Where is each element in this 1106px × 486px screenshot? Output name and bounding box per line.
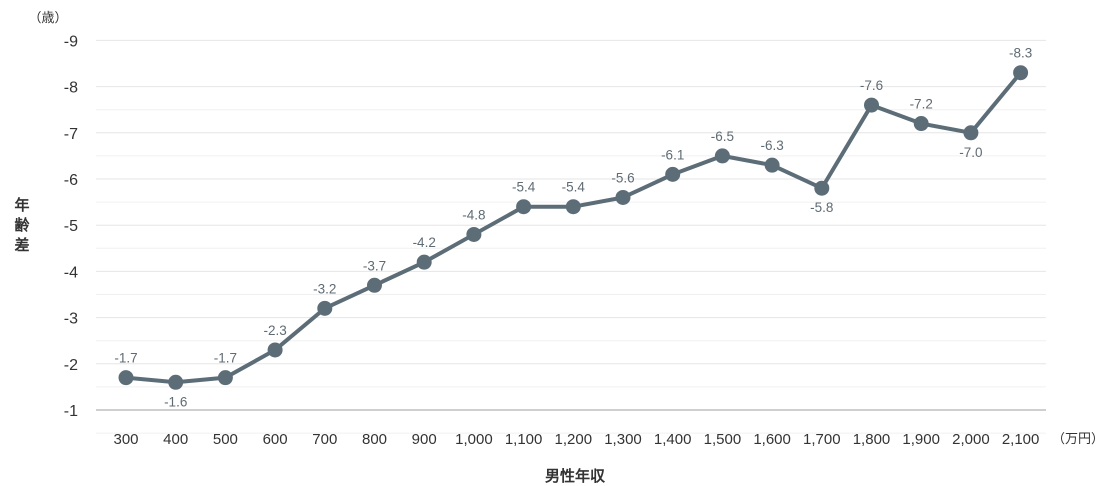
y-axis-title: 年齢差 [14, 196, 30, 254]
x-tick-label: 700 [312, 431, 337, 448]
data-labels: -1.7 -1.6 -1.7 -2.3 -3.2 -3.7 -4.2 -4.8 -5.4 -5.4… [114, 46, 1032, 410]
x-tick-label: 400 [163, 431, 188, 448]
data-label: -1.6 [164, 394, 187, 409]
data-label: -5.4 [562, 180, 586, 195]
data-point [864, 97, 879, 113]
data-point [317, 300, 333, 316]
data-point [963, 125, 979, 141]
data-point [118, 370, 134, 386]
x-tick-label: 900 [412, 431, 437, 448]
data-point [168, 374, 184, 390]
data-point [466, 226, 482, 242]
data-point [814, 180, 830, 196]
data-label: -4.8 [462, 207, 485, 222]
data-label: -8.3 [1009, 46, 1032, 61]
data-point [516, 199, 532, 215]
data-point [665, 166, 681, 182]
x-unit-label: （万円） [1052, 432, 1104, 447]
data-label: -5.8 [810, 200, 833, 215]
y-tick-label: -6 [64, 172, 78, 189]
data-label: -1.7 [214, 351, 237, 366]
data-label: -7.2 [910, 97, 933, 112]
x-tick-label: 500 [213, 431, 238, 448]
x-tick-label: 2,000 [952, 431, 990, 448]
y-tick-label: -8 [64, 80, 78, 97]
x-axis-title: 男性年収 [545, 467, 606, 485]
data-label: -5.6 [611, 170, 634, 185]
x-tick-label: 1,300 [604, 431, 642, 448]
grid [96, 39, 1046, 434]
data-point [615, 189, 631, 205]
x-tick-label: 1,100 [505, 431, 543, 448]
data-point [764, 157, 780, 173]
data-point [913, 116, 929, 132]
data-point [416, 254, 432, 270]
y-tick-label: -9 [64, 33, 78, 50]
y-tick-label: -7 [64, 126, 78, 143]
data-label: -6.5 [711, 129, 734, 144]
data-point [1013, 65, 1029, 81]
y-tick-label: -5 [64, 218, 78, 235]
x-tick-label: 1,400 [654, 431, 692, 448]
series [118, 65, 1029, 390]
y-tick-label: -4 [64, 264, 78, 281]
data-point [367, 277, 382, 293]
data-label: -2.3 [263, 323, 286, 338]
series-line [124, 70, 1023, 385]
data-point [217, 370, 233, 386]
data-label: -7.6 [860, 78, 883, 93]
data-label: -4.2 [413, 235, 436, 250]
x-tick-label: 2,100 [1002, 431, 1040, 448]
data-label: -6.3 [760, 138, 783, 153]
y-tick-label: -1 [64, 403, 78, 420]
x-tick-label: 800 [362, 431, 387, 448]
x-tick-label: 1,600 [753, 431, 791, 448]
x-tick-label: 300 [113, 431, 138, 448]
data-label: -6.1 [661, 147, 684, 162]
axes: -9 -8 -7 -6 -5 -4 -3 -2 -1 300 400 500 600 700 800 900 1… [64, 33, 1046, 448]
y-tick-label: -2 [64, 357, 78, 374]
x-tick-label: 1,900 [902, 431, 940, 448]
data-label: -3.2 [313, 281, 336, 296]
data-label: -5.4 [512, 180, 536, 195]
x-tick-label: 1,700 [803, 431, 841, 448]
x-tick-label: 1,000 [455, 431, 493, 448]
data-label: -3.7 [363, 258, 386, 273]
x-tick-label: 1,800 [853, 431, 891, 448]
data-label: -1.7 [114, 351, 137, 366]
x-tick-label: 600 [263, 431, 288, 448]
x-tick-label: 1,500 [704, 431, 742, 448]
data-point [565, 199, 581, 215]
data-point [267, 342, 283, 358]
data-point [714, 148, 730, 164]
x-tick-label: 1,200 [555, 431, 593, 448]
y-unit-label: （歳） [28, 11, 67, 26]
y-tick-label: -3 [64, 311, 78, 328]
data-label: -7.0 [959, 145, 982, 160]
